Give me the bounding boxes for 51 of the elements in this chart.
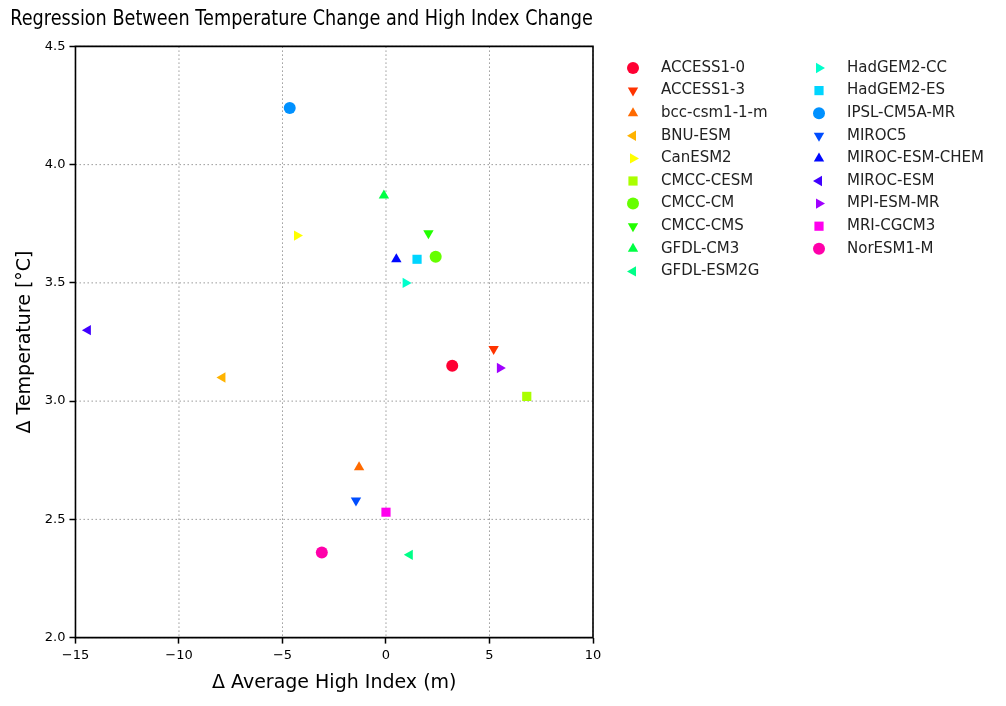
legend-label: ACCESS1-3 [661,80,745,99]
legend-label: MIROC5 [847,125,907,144]
y-axis-title: Δ Temperature [°C] [12,250,35,434]
legend-label: CanESM2 [661,148,732,167]
point [496,362,506,374]
y-tick-label: 2.0 [44,628,66,644]
point [429,250,442,263]
x-tick-label: −15 [61,646,90,662]
point [412,254,422,264]
point [403,549,413,561]
legend-label: HadGEM2-CC [847,57,947,76]
legend-label: MIROC-ESM [847,170,935,189]
legend-label: IPSL-CM5A-MR [847,103,956,122]
point [381,507,391,517]
x-tick-label: −5 [272,646,293,662]
y-tick-label: 3.0 [44,392,66,408]
point [391,253,402,263]
legend-label: CMCC-CESM [661,170,754,189]
legend-label: BNU-ESM [661,125,731,144]
point [446,359,459,372]
legend-label: GFDL-ESM2G [661,261,760,280]
point [283,101,296,114]
y-tick-label: 4.5 [44,37,66,53]
point [350,497,362,507]
x-tick-label: 10 [584,646,602,662]
chart-title: Regression Between Temperature Change and High Index Change [10,3,593,31]
legend-label: NorESM1-M [847,238,934,257]
x-tick-label: 5 [485,646,494,662]
point [315,546,328,559]
point [522,391,532,401]
legend-label: CMCC-CMS [661,216,744,235]
legend-label: CMCC-CM [661,193,735,212]
legend-label: MPI-ESM-MR [847,193,940,212]
point [378,189,390,199]
point [216,372,226,383]
legend-label: ACCESS1-0 [661,57,745,76]
y-tick-label: 4.0 [44,156,66,172]
x-tick-label: 0 [381,646,391,662]
x-tick-label: −10 [165,646,193,662]
legend-label: bcc-csm1-1-m [661,103,768,122]
y-tick-label: 2.5 [44,510,66,526]
point [81,324,91,336]
legend-label: GFDL-CM3 [661,238,740,257]
point [353,461,365,471]
legend-label: MIROC-ESM-CHEM [847,148,985,167]
legend-label: MRI-CGCM3 [847,216,936,235]
legend-label: HadGEM2-ES [847,80,945,99]
y-tick-label: 3.5 [44,274,66,290]
point [402,277,412,289]
point [293,230,303,241]
x-axis-title: Δ Average High Index (m) [211,669,457,692]
